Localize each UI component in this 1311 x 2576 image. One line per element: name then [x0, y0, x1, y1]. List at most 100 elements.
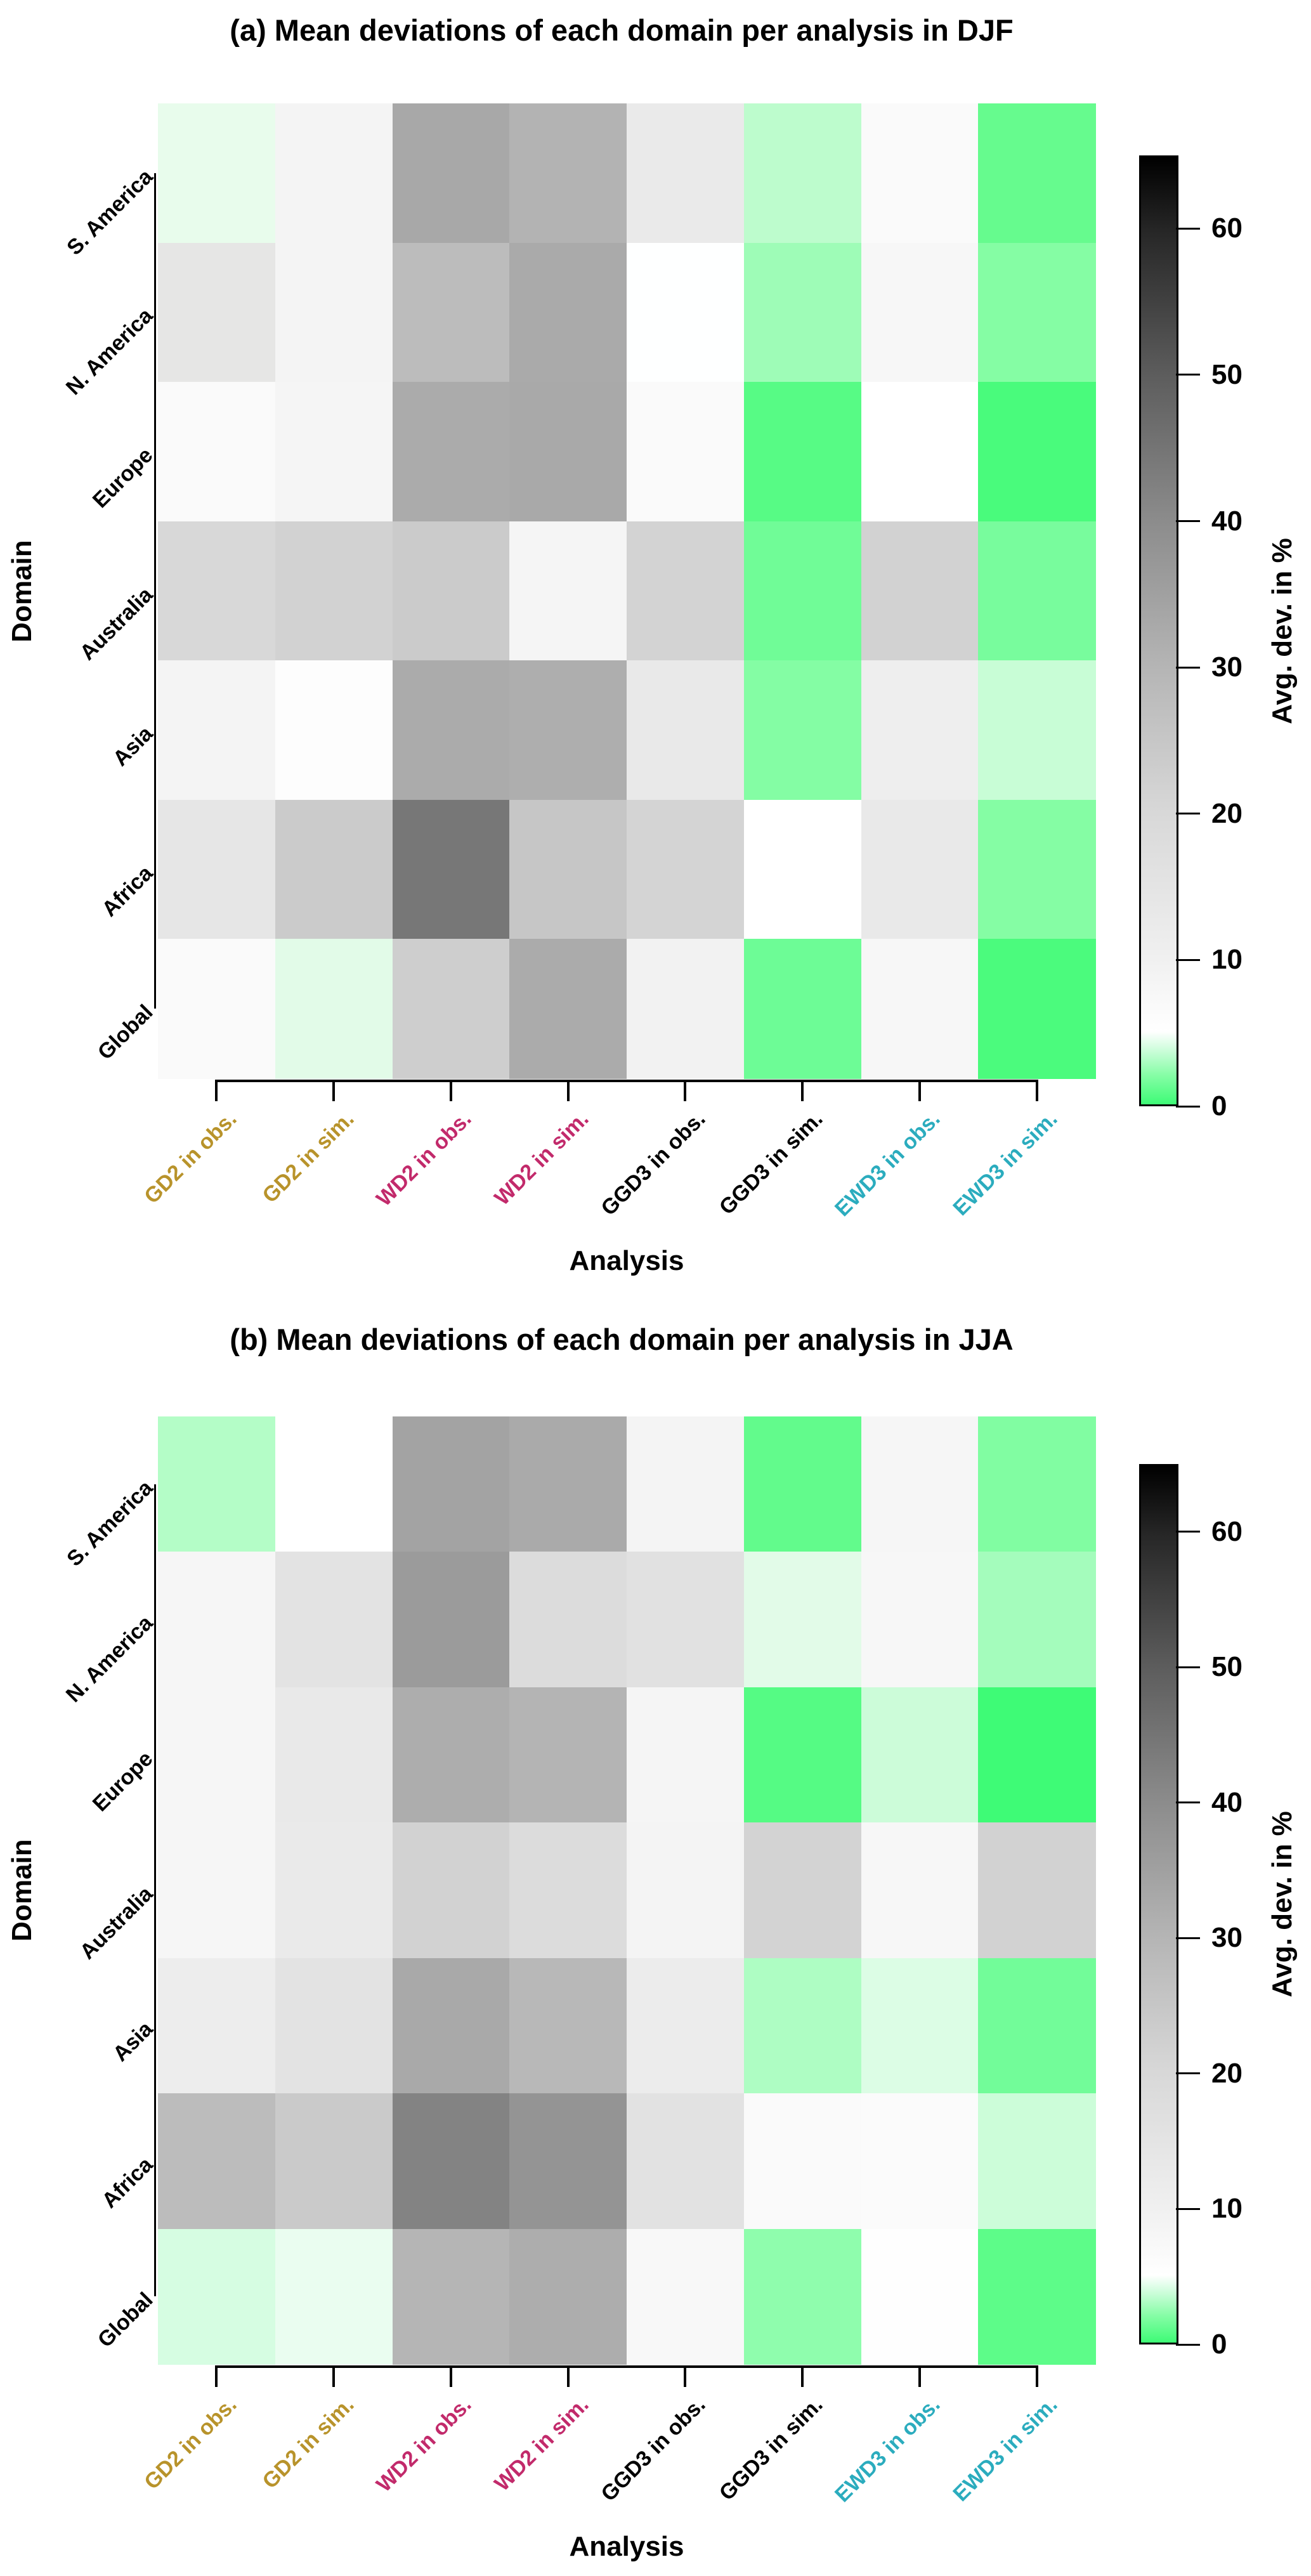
heatmap-cell — [861, 1958, 979, 2095]
heatmap-cell — [275, 660, 393, 801]
x-tick — [684, 2365, 687, 2387]
heatmap-cell — [743, 521, 862, 662]
y-tick-label: N. America — [61, 1611, 158, 1708]
colorbar-tick-label: 50 — [1211, 1651, 1243, 1683]
x-tick — [332, 1080, 336, 1101]
heatmap-cell — [627, 521, 745, 662]
heatmap-cell — [978, 1822, 1096, 1959]
colorbar-tick — [1176, 2072, 1200, 2075]
colorbar-tick — [1176, 227, 1200, 230]
heatmap-cell — [861, 1552, 979, 1688]
heatmap-cell — [392, 242, 511, 383]
y-axis-line — [154, 1484, 156, 2297]
heatmap-cell — [627, 799, 745, 940]
heatmap-cell — [743, 242, 862, 383]
colorbar-tick-label: 30 — [1211, 1922, 1243, 1954]
heatmap-cell — [743, 2228, 862, 2365]
heatmap-cell — [158, 2093, 276, 2230]
x-tick — [1035, 1080, 1038, 1101]
x-tick — [801, 2365, 804, 2387]
colorbar-tick-label: 30 — [1211, 651, 1243, 683]
heatmap-cell — [392, 1687, 511, 1824]
heatmap-cell — [978, 521, 1096, 662]
heatmap-cell — [275, 1822, 393, 1959]
heatmap-cell — [861, 799, 979, 940]
heatmap-cell — [392, 939, 511, 1079]
x-tick — [332, 2365, 336, 2387]
heatmap-cell — [275, 2228, 393, 2365]
y-tick-label: Africa — [97, 861, 158, 922]
x-tick — [449, 2365, 452, 2387]
colorbar-tick-label: 20 — [1211, 2057, 1243, 2089]
heatmap-grid — [158, 1416, 1096, 2365]
heatmap-cell — [627, 1822, 745, 1959]
panel-jja: (b) Mean deviations of each domain per a… — [0, 1288, 1311, 2576]
heatmap-cell — [275, 1958, 393, 2095]
colorbar-gradient — [1139, 1464, 1178, 2344]
heatmap-cell — [509, 242, 627, 383]
heatmap-grid — [158, 103, 1096, 1079]
x-tick — [1035, 2365, 1038, 2387]
heatmap-cell — [627, 2228, 745, 2365]
colorbar-tick — [1176, 1801, 1200, 1804]
heatmap-cell — [743, 103, 862, 244]
heatmap-cell — [275, 382, 393, 522]
x-tick — [449, 1080, 452, 1101]
heatmap-cell — [275, 521, 393, 662]
colorbar-tick-label: 10 — [1211, 944, 1243, 976]
y-tick-label: Global — [93, 1000, 158, 1065]
colorbar-tick — [1176, 666, 1200, 669]
y-axis-line — [154, 173, 156, 1009]
heatmap-cell — [275, 939, 393, 1079]
heatmap-cell — [158, 1687, 276, 1824]
colorbar-tick — [1176, 374, 1200, 376]
heatmap-cell — [978, 2093, 1096, 2230]
colorbar-tick-label: 40 — [1211, 1786, 1243, 1818]
colorbar-tick-label: 0 — [1211, 2329, 1227, 2360]
x-axis-line — [216, 2365, 1037, 2368]
heatmap-cell — [158, 521, 276, 662]
colorbar-title: Avg. dev. in % — [1267, 1811, 1298, 1997]
colorbar-tick — [1176, 2207, 1200, 2210]
heatmap-cell — [158, 382, 276, 522]
colorbar-tick-label: 60 — [1211, 1515, 1243, 1547]
heatmap-cell — [392, 382, 511, 522]
heatmap-cell — [509, 521, 627, 662]
heatmap-cell — [158, 660, 276, 801]
heatmap-cell — [743, 1958, 862, 2095]
heatmap-cell — [627, 103, 745, 244]
heatmap-cell — [978, 382, 1096, 522]
heatmap-cell — [275, 242, 393, 383]
heatmap-cell — [392, 521, 511, 662]
heatmap-cell — [392, 1958, 511, 2095]
x-tick — [918, 2365, 921, 2387]
heatmap-cell — [509, 660, 627, 801]
heatmap-cell — [978, 1687, 1096, 1824]
heatmap-cell — [627, 1687, 745, 1824]
heatmap-cell — [861, 521, 979, 662]
heatmap-cell — [275, 799, 393, 940]
heatmap-cell — [978, 103, 1096, 244]
heatmap-cell — [861, 660, 979, 801]
x-tick — [215, 2365, 218, 2387]
x-axis-line — [216, 1080, 1037, 1082]
x-tick — [918, 1080, 921, 1101]
colorbar-tick-label: 0 — [1211, 1090, 1227, 1121]
panel-title: (b) Mean deviations of each domain per a… — [230, 1323, 1014, 1356]
heatmap-cell — [743, 1687, 862, 1824]
heatmap-cell — [509, 382, 627, 522]
heatmap-cell — [743, 939, 862, 1079]
panel-title: (a) Mean deviations of each domain per a… — [230, 13, 1014, 47]
heatmap-cell — [627, 1416, 745, 1553]
heatmap-cell — [743, 1822, 862, 1959]
heatmap-cell — [392, 2093, 511, 2230]
colorbar-tick-label: 60 — [1211, 212, 1243, 244]
heatmap-cell — [509, 1416, 627, 1553]
heatmap-cell — [978, 1416, 1096, 1553]
heatmap-cell — [509, 939, 627, 1079]
heatmap-cell — [275, 1416, 393, 1553]
heatmap-cell — [743, 1552, 862, 1688]
panel-djf: (a) Mean deviations of each domain per a… — [6, 13, 1298, 1277]
colorbar-tick-label: 40 — [1211, 505, 1243, 537]
